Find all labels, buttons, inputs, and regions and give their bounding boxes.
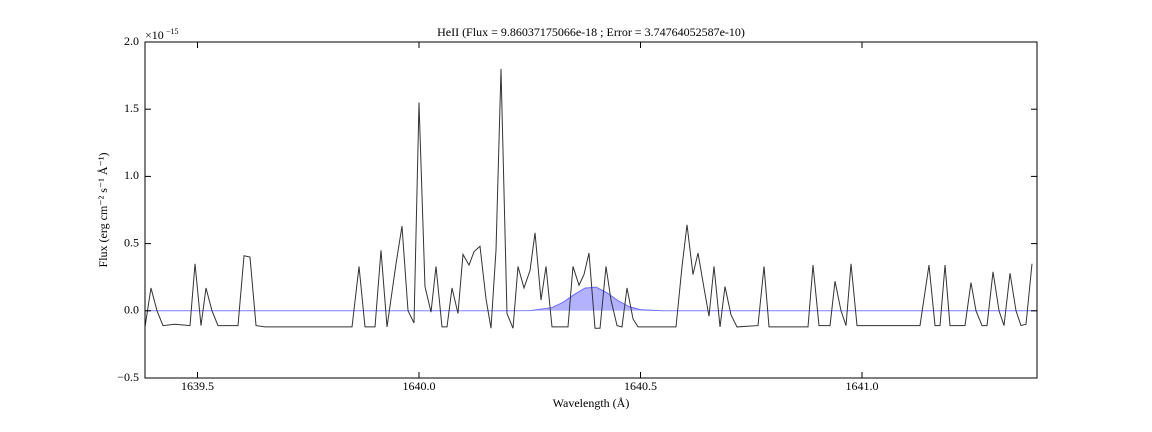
y-tick-label: 2.0 — [124, 34, 139, 48]
x-axis-label: Wavelength (Å) — [553, 396, 630, 410]
y-axis-label: Flux (erg cm⁻² s⁻¹ Å⁻¹) — [96, 153, 110, 268]
offset-base: ×10 — [145, 28, 164, 42]
y-tick-label: 1.0 — [124, 168, 139, 182]
fit-area — [145, 287, 1037, 311]
plot-area — [144, 68, 1037, 329]
axes-frame — [144, 41, 1038, 379]
y-tick-label: 0.5 — [124, 235, 139, 249]
x-tick-label: 1640.0 — [403, 379, 436, 393]
y-tick-label: 1.5 — [124, 101, 139, 115]
fit-line — [145, 286, 1037, 312]
spectrum-line — [144, 68, 1033, 329]
offset-exponent: −15 — [166, 27, 179, 36]
x-tick-label: 1641.0 — [846, 379, 879, 393]
y-tick-label: −0.5 — [117, 370, 139, 384]
x-tick-label: 1640.5 — [624, 379, 657, 393]
x-tick-label: 1639.5 — [181, 379, 214, 393]
y-tick-label: 0.0 — [124, 303, 139, 317]
chart-title: HeII (Flux = 9.86037175066e-18 ; Error =… — [437, 25, 745, 39]
